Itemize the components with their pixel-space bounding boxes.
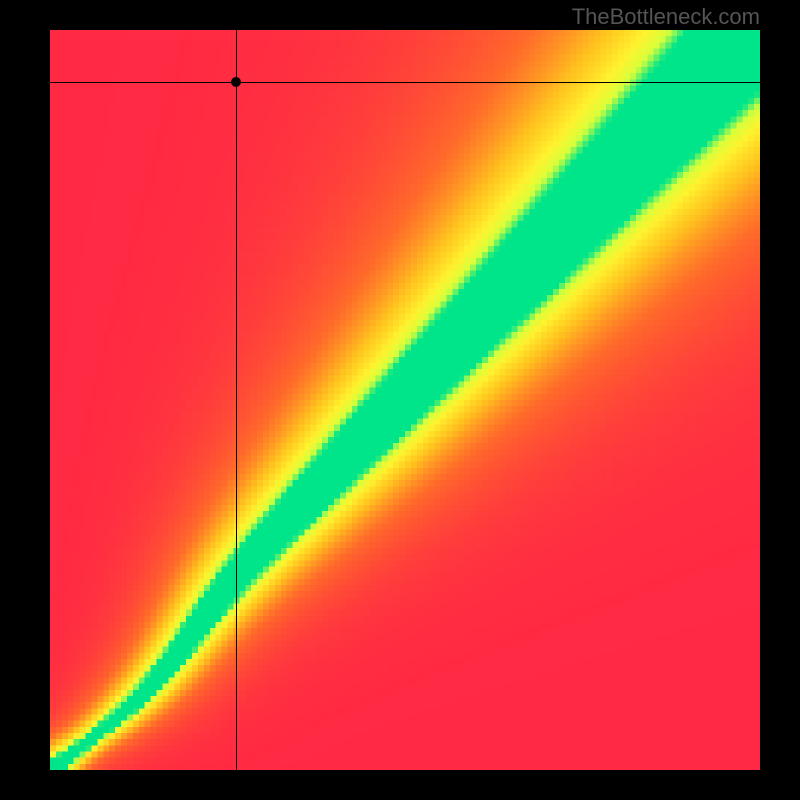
watermark-text: TheBottleneck.com — [572, 4, 760, 30]
heatmap-plot — [50, 30, 760, 770]
crosshair-vertical — [236, 30, 237, 770]
heatmap-canvas — [50, 30, 760, 770]
crosshair-horizontal — [50, 82, 760, 83]
crosshair-marker — [231, 77, 241, 87]
